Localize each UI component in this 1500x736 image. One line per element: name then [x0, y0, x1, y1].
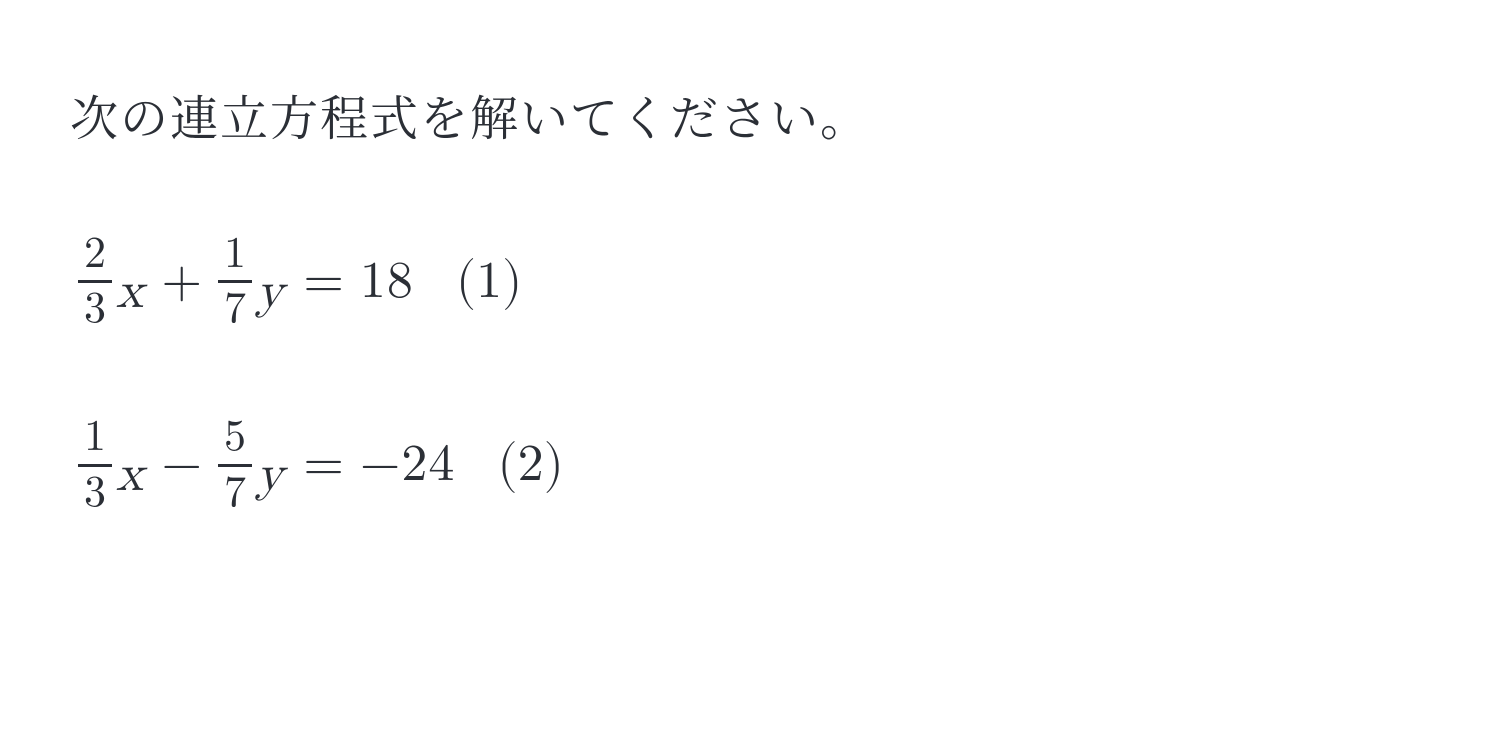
equation-row: 2 3 x + 1 7 y = 18 (1): [76, 231, 1430, 332]
equation-row: 1 3 x − 5 7 y = −24 (2): [76, 414, 1430, 515]
fraction-bar: [218, 280, 252, 283]
operator: −: [147, 439, 215, 491]
fraction-numerator: 5: [218, 414, 252, 460]
variable-x: x: [114, 266, 147, 318]
variable-x: x: [114, 449, 147, 501]
fraction: 2 3: [78, 231, 112, 332]
fraction: 5 7: [218, 414, 252, 515]
equation-tag: (2): [455, 439, 563, 491]
equals-sign: =: [287, 256, 359, 308]
equation-list: 2 3 x + 1 7 y = 18 (1) 1 3 x −: [70, 231, 1430, 516]
operator: +: [147, 256, 215, 308]
equals-sign: =: [287, 439, 359, 491]
page: 次の連立方程式を解いてください。 2 3 x + 1 7 y = 18 (1) …: [0, 0, 1500, 516]
fraction-bar: [78, 280, 112, 283]
variable-y: y: [254, 449, 287, 501]
equation-tag: (1): [414, 256, 522, 308]
fraction-numerator: 1: [218, 231, 252, 277]
fraction-numerator: 2: [78, 231, 112, 277]
rhs-value: 18: [360, 256, 414, 308]
fraction-numerator: 1: [78, 414, 112, 460]
fraction-denominator: 7: [218, 470, 252, 516]
fraction-denominator: 3: [78, 286, 112, 332]
problem-prompt: 次の連立方程式を解いてください。: [70, 80, 1430, 149]
variable-y: y: [254, 266, 287, 318]
fraction-denominator: 7: [218, 286, 252, 332]
fraction: 1 3: [78, 414, 112, 515]
fraction-bar: [78, 464, 112, 467]
fraction: 1 7: [218, 231, 252, 332]
fraction-bar: [218, 464, 252, 467]
rhs-value: −24: [360, 439, 455, 491]
fraction-denominator: 3: [78, 470, 112, 516]
